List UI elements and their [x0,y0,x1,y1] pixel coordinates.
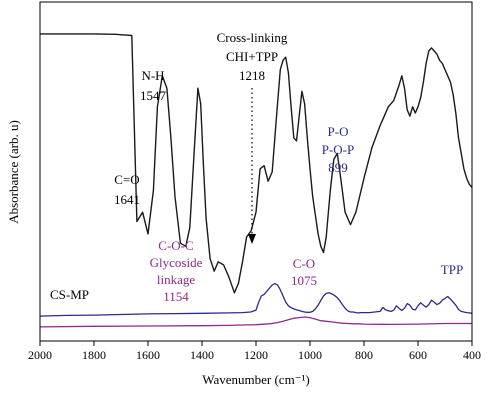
x-tick-label: 2000 [28,348,52,362]
x-axis-title: Wavenumber (cm⁻¹) [202,372,310,387]
x-tick-label: 1800 [82,348,106,362]
series-line-unnamed [39,316,472,328]
annotation-crosslink: Cross-linking CHI+TPP 1218 [217,30,288,83]
crosslink-arrow-head [248,234,256,244]
annotation-c-o-1075: C-O 1075 [291,256,317,288]
annotation-p-o: P-O P-O-P 899 [322,124,355,175]
x-tick-label: 1200 [244,348,268,362]
series-line-cs-mp [40,33,473,294]
ticks-layer: 2000 1800 1600 1400 1200 1000 800 600 400 [28,341,481,362]
annotation-c-o-c: C-O-C Glycoside linkage 1154 [150,238,203,304]
annotation-tpp: TPP [441,262,463,277]
y-axis-title: Absorbance (arb. u) [6,120,21,224]
annotation-n-h: N-H 1547 [140,68,167,103]
x-tick-label: 400 [463,348,481,362]
x-tick-label: 1400 [190,348,214,362]
series-layer [39,33,473,328]
annotations-layer: C=O 1641 N-H 1547 Cross-linking CHI+TPP 1218 P-… [50,30,463,304]
x-tick-label: 800 [355,348,373,362]
annotation-cs-mp: CS-MP [50,287,89,302]
annotation-c-o: C=O 1641 [114,172,140,207]
series-line-tpp [39,282,473,317]
x-tick-label: 600 [409,348,427,362]
x-tick-label: 1600 [136,348,160,362]
x-tick-label: 1000 [298,348,322,362]
